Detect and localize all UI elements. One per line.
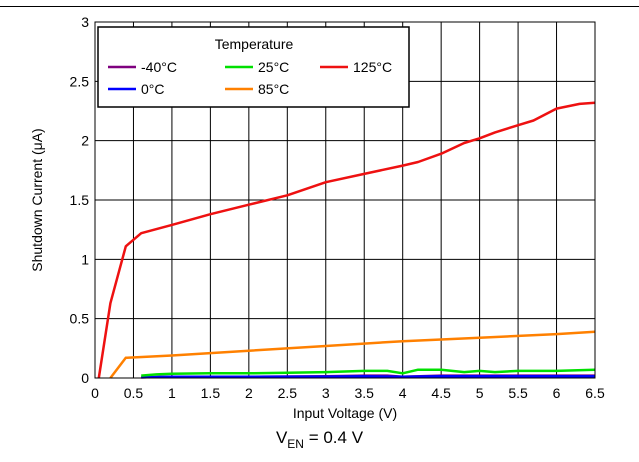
x-tick-label: 3 (322, 385, 330, 401)
y-tick-label: 2.5 (70, 73, 90, 89)
legend-items: -40°C 0°C 25°C 85°C 125°C (108, 59, 392, 97)
x-tick-label: 1.5 (201, 385, 221, 401)
caption-subscript: EN (287, 437, 304, 451)
legend: Temperature -40°C 0°C 25°C 85°C 125°C (97, 26, 410, 108)
legend-label: 125°C (353, 59, 392, 75)
y-tick-label: 1 (81, 251, 89, 267)
x-tick-label: 5.5 (508, 385, 528, 401)
plot-frame (94, 21, 596, 379)
y-tick-label: 3 (81, 14, 89, 30)
tick-labels: 0 0.5 1 1.5 2 2.5 3 3.5 4 4.5 5 5.5 6 6.5 0 0.5 1 1.5 2 2.5… (70, 14, 605, 401)
x-tick-label: 4 (399, 385, 407, 401)
legend-label: 25°C (258, 59, 289, 75)
caption-value: = 0.4 V (303, 428, 364, 447)
x-tick-label: 3.5 (354, 385, 374, 401)
series-lines (97, 101, 596, 379)
series-line (97, 101, 596, 379)
condition-caption: VEN = 0.4 V (0, 428, 639, 451)
y-tick-label: 2 (81, 133, 89, 149)
y-tick-label: 1.5 (70, 192, 90, 208)
x-tick-label: 1 (168, 385, 176, 401)
x-tick-label: 5 (476, 385, 484, 401)
x-tick-label: 0 (91, 385, 99, 401)
x-tick-label: 6.5 (585, 385, 605, 401)
top-rule (0, 6, 639, 7)
series-line (141, 368, 596, 377)
series-line (141, 374, 595, 379)
legend-label: 85°C (258, 81, 289, 97)
legend-box (97, 26, 410, 108)
y-axis-label: Shutdown Current (μA) (29, 128, 45, 271)
x-axis-label: Input Voltage (V) (293, 405, 397, 421)
caption-symbol: V (275, 428, 288, 447)
y-tick-label: 0.5 (70, 311, 90, 327)
y-tick-label: 0 (81, 370, 89, 386)
legend-title: Temperature (215, 36, 294, 52)
x-tick-label: 6 (553, 385, 561, 401)
x-tick-label: 2.5 (278, 385, 298, 401)
shutdown-current-chart: 0 0.5 1 1.5 2 2.5 3 3.5 4 4.5 5 5.5 6 6.5 0 0.5 1 1.5 2 2.5… (29, 14, 605, 421)
x-tick-label: 0.5 (124, 385, 144, 401)
legend-label: 0°C (141, 81, 165, 97)
x-tick-label: 4.5 (431, 385, 451, 401)
x-tick-label: 2 (245, 385, 253, 401)
series-line (109, 330, 596, 379)
legend-label: -40°C (141, 59, 177, 75)
